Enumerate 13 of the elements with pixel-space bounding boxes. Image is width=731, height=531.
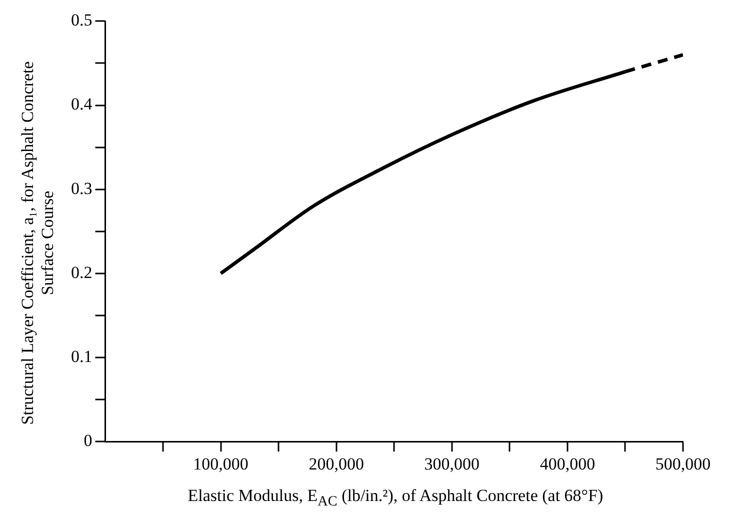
y-axis-title: Structural Layer Coefficient, a₁, for Asphalt Concrete Surface Course xyxy=(18,60,58,427)
x-tick-label: 300,000 xyxy=(424,454,480,474)
x-tick-label: 500,000 xyxy=(655,454,711,474)
y-tick-label: 0.5 xyxy=(71,10,92,30)
x-tick-label: 100,000 xyxy=(193,454,248,474)
y-tick-label: 0 xyxy=(84,431,92,450)
x-axis-title: Elastic Modulus, E$_{AC}$ (lb/in.²), of Asphalt Concrete (at 68°F) xyxy=(186,486,604,510)
x-tick-label: 400,000 xyxy=(540,454,596,474)
y-tick-label: 0.2 xyxy=(71,262,92,282)
y-tick-label: 0.4 xyxy=(71,94,93,114)
y-tick-label: 0.1 xyxy=(71,346,92,366)
x-tick-label: 200,000 xyxy=(308,454,364,474)
y-tick-label: 0.3 xyxy=(71,178,92,198)
